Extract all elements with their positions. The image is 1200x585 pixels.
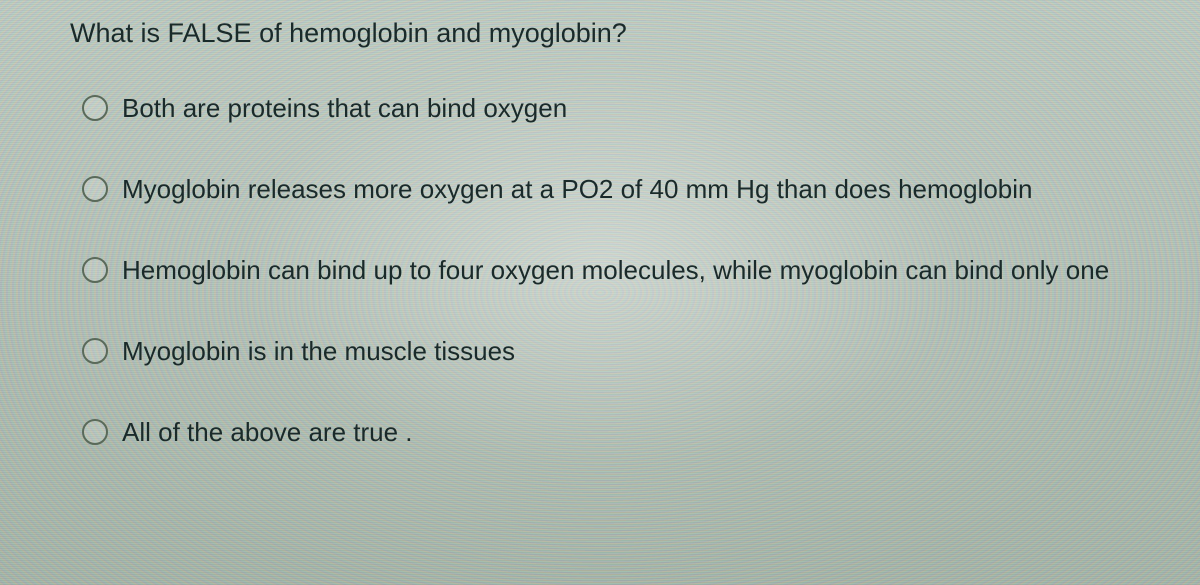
option-label: Myoglobin is in the muscle tissues	[122, 334, 515, 369]
option-4[interactable]: All of the above are true .	[82, 415, 1140, 450]
radio-icon[interactable]	[82, 176, 108, 202]
option-label: Hemoglobin can bind up to four oxygen mo…	[122, 253, 1109, 288]
radio-icon[interactable]	[82, 419, 108, 445]
options-list: Both are proteins that can bind oxygen M…	[82, 91, 1140, 450]
question-prompt: What is FALSE of hemoglobin and myoglobi…	[70, 18, 1140, 49]
option-label: Myoglobin releases more oxygen at a PO2 …	[122, 172, 1033, 207]
option-label: All of the above are true .	[122, 415, 413, 450]
radio-icon[interactable]	[82, 338, 108, 364]
option-label: Both are proteins that can bind oxygen	[122, 91, 567, 126]
radio-icon[interactable]	[82, 257, 108, 283]
option-1[interactable]: Myoglobin releases more oxygen at a PO2 …	[82, 172, 1140, 207]
option-0[interactable]: Both are proteins that can bind oxygen	[82, 91, 1140, 126]
option-3[interactable]: Myoglobin is in the muscle tissues	[82, 334, 1140, 369]
radio-icon[interactable]	[82, 95, 108, 121]
quiz-container: What is FALSE of hemoglobin and myoglobi…	[0, 0, 1200, 470]
option-2[interactable]: Hemoglobin can bind up to four oxygen mo…	[82, 253, 1140, 288]
